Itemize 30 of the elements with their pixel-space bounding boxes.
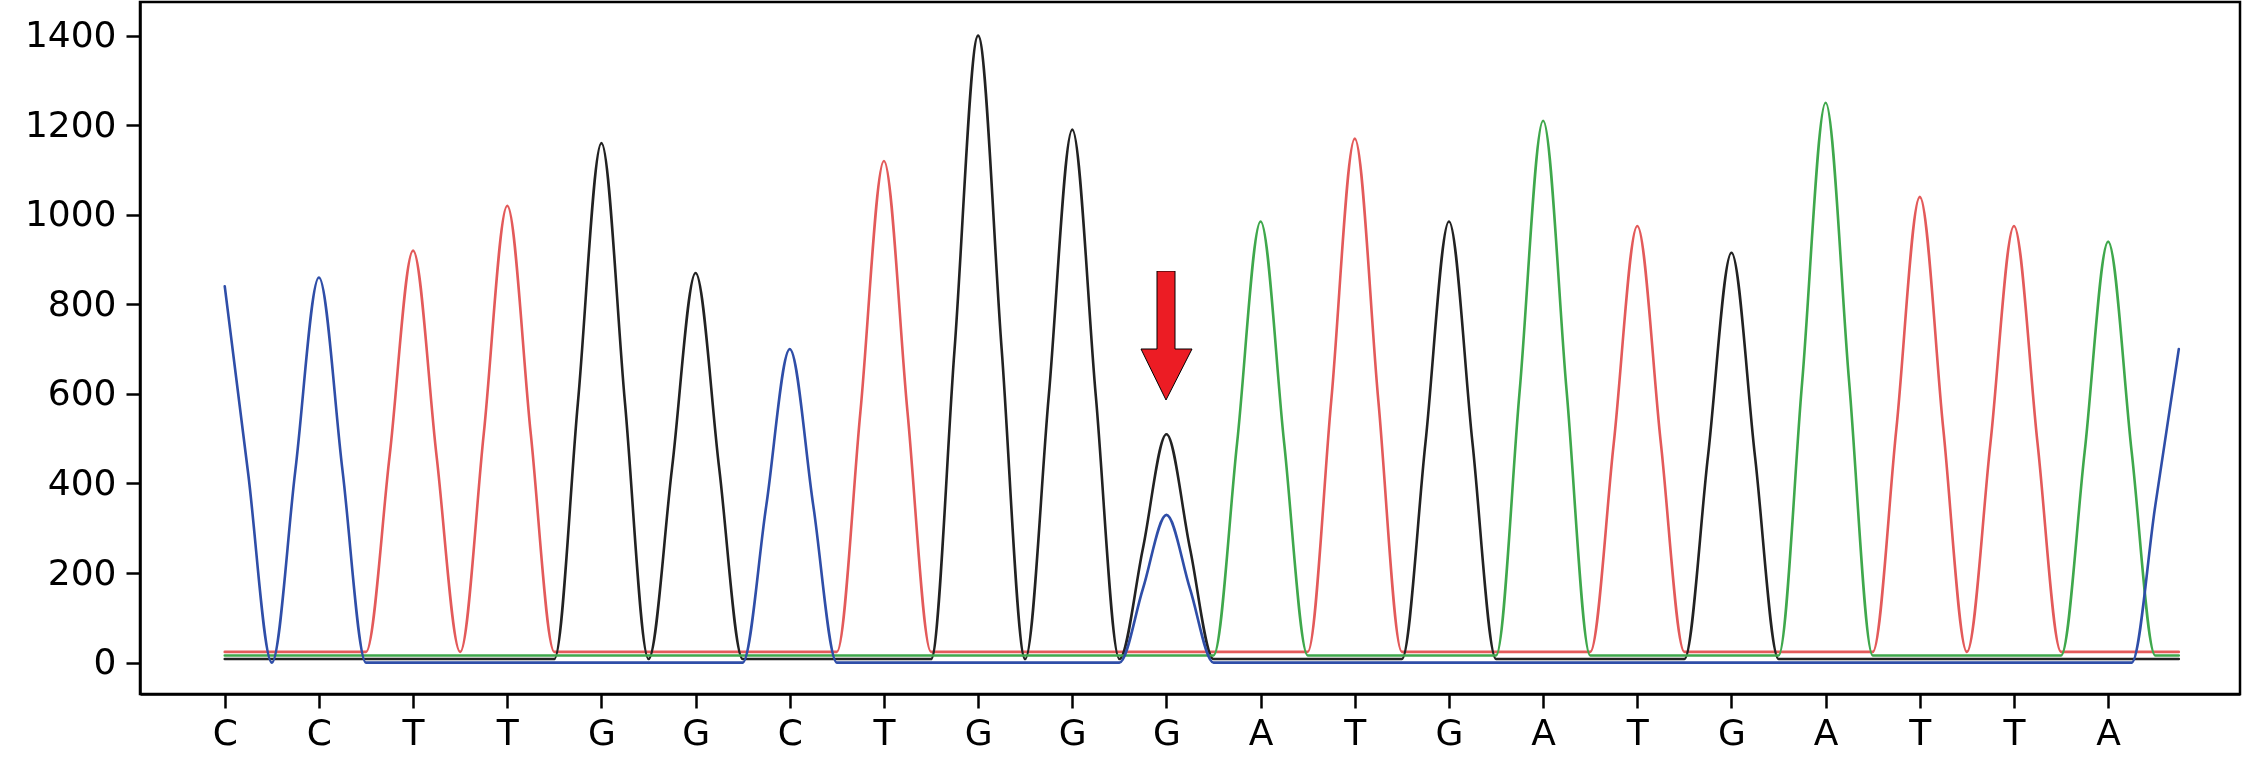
x-tick-label: C xyxy=(212,711,238,753)
x-tick-label: G xyxy=(682,711,711,753)
x-tick-label: A xyxy=(1813,711,1839,753)
x-tick-label: T xyxy=(401,711,426,753)
y-tick-label: 1200 xyxy=(24,103,117,145)
x-tick-label: A xyxy=(1248,711,1274,753)
y-tick-label: 800 xyxy=(47,282,117,324)
y-tick-label: 0 xyxy=(93,641,117,683)
y-tick-label: 1400 xyxy=(24,14,117,56)
x-tick-label: T xyxy=(495,711,520,753)
x-tick-label: A xyxy=(2096,711,2122,753)
y-tick-label: 600 xyxy=(47,372,117,414)
x-tick-label: T xyxy=(1343,711,1368,753)
x-tick-label: G xyxy=(1718,711,1746,753)
x-tick-label: G xyxy=(1435,711,1464,753)
x-tick-label: T xyxy=(1625,711,1650,753)
x-tick-label: A xyxy=(1531,711,1557,753)
x-tick-label: T xyxy=(2002,711,2027,753)
y-tick-label: 1000 xyxy=(24,193,117,235)
x-tick-label: T xyxy=(1908,711,1933,753)
x-tick-label: G xyxy=(587,711,616,753)
x-tick-label: G xyxy=(964,711,993,753)
y-tick-label: 400 xyxy=(47,461,117,503)
x-tick-label: G xyxy=(1153,711,1181,753)
line-series xyxy=(223,276,2181,664)
x-tick-label: C xyxy=(306,711,332,753)
x-tick-label: G xyxy=(1058,711,1087,753)
y-tick-label: 200 xyxy=(47,551,117,593)
x-tick-label: T xyxy=(872,711,897,753)
x-tick-label: C xyxy=(777,711,803,753)
